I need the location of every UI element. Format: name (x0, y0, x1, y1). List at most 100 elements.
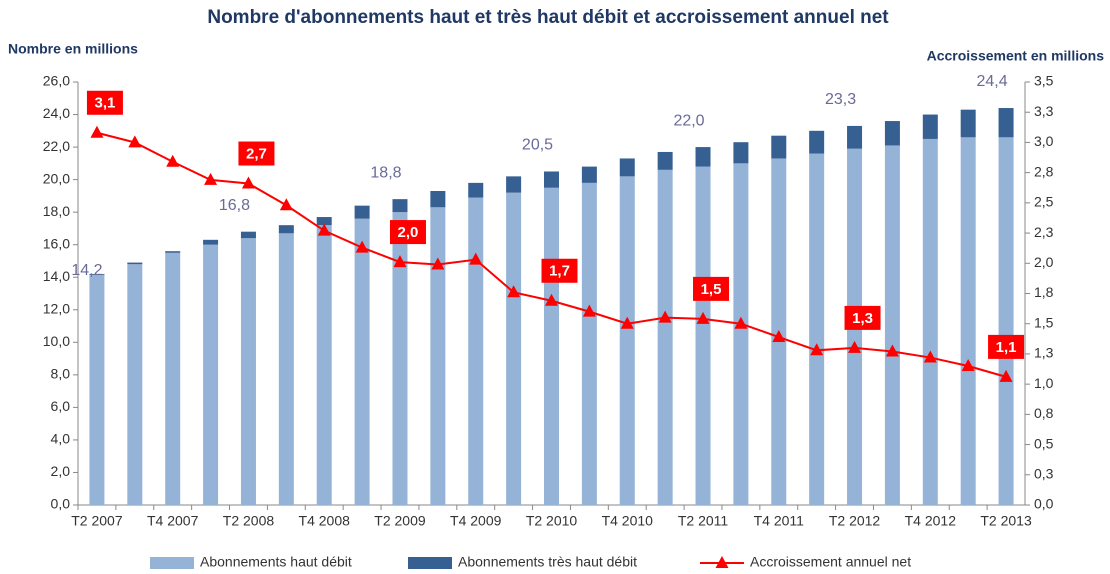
bar (733, 142, 749, 164)
value-label-box (988, 334, 1025, 359)
y-tick-label: 16,0 (43, 235, 70, 251)
bar (695, 147, 711, 167)
y-tick-label: 14,0 (43, 268, 70, 284)
bar (998, 137, 1014, 506)
line-marker (128, 135, 142, 148)
bar (354, 218, 370, 505)
bar (506, 176, 522, 193)
total-label: 18,8 (370, 164, 401, 181)
y2-tick-label: 0,3 (1034, 465, 1054, 481)
total-label: 14,2 (71, 262, 102, 279)
y2-tick-label: 0,5 (1034, 435, 1054, 451)
bar (960, 109, 976, 138)
bar (89, 274, 105, 505)
line-marker (166, 154, 180, 167)
chart-title: Nombre d'abonnements haut et très haut d… (207, 7, 889, 28)
y-axis-title: Nombre en millions (8, 41, 138, 57)
line-marker (317, 223, 331, 236)
line-marker (431, 257, 445, 270)
total-label: 22,0 (673, 112, 704, 129)
bar (316, 225, 332, 505)
x-tick-label: T2 2010 (526, 513, 578, 529)
y2-tick-label: 3,5 (1034, 73, 1054, 89)
y2-tick-label: 2,3 (1034, 224, 1054, 240)
y2-tick-label: 1,3 (1034, 345, 1054, 361)
bar (165, 252, 181, 505)
bar (998, 108, 1014, 138)
y-tick-label: 6,0 (51, 398, 71, 414)
line-marker (696, 311, 710, 324)
legend-label: Accroissement annuel net (750, 554, 911, 570)
x-tick-label: T2 2009 (374, 513, 426, 529)
y2-tick-label: 0,0 (1034, 496, 1054, 512)
legend-swatch (150, 557, 194, 569)
y-tick-label: 12,0 (43, 300, 70, 316)
value-label: 2,7 (246, 145, 267, 162)
value-label-box (693, 276, 730, 301)
y2-tick-label: 3,3 (1034, 103, 1054, 119)
bar (468, 182, 484, 198)
line-marker (620, 316, 634, 329)
value-label: 1,1 (996, 339, 1017, 356)
bar (544, 187, 559, 505)
y-tick-label: 2,0 (51, 463, 71, 479)
bar (430, 207, 446, 505)
x-tick-label: T2 2008 (223, 513, 275, 529)
bar (203, 239, 219, 245)
line-marker (90, 125, 104, 138)
bar (733, 163, 749, 505)
y-tick-label: 26,0 (43, 73, 70, 89)
line-marker (393, 255, 407, 268)
line-marker (885, 344, 899, 357)
bar (506, 192, 522, 505)
line-marker (810, 343, 824, 356)
bar (392, 212, 408, 505)
line-marker (961, 359, 975, 372)
x-tick-label: T2 2007 (71, 513, 123, 529)
bar (581, 182, 597, 505)
y2-tick-label: 0,8 (1034, 405, 1054, 421)
bar (468, 197, 484, 505)
line-marker (545, 293, 558, 306)
y-tick-label: 10,0 (43, 333, 70, 349)
x-tick-label: T4 2008 (299, 513, 351, 529)
y2-tick-label: 1,5 (1034, 314, 1054, 330)
value-label: 1,7 (549, 263, 570, 280)
x-tick-label: T4 2011 (754, 513, 805, 529)
bar (809, 153, 825, 506)
bar (619, 158, 635, 177)
x-tick-label: T2 2013 (980, 513, 1032, 529)
bar (922, 114, 938, 139)
value-label-box (541, 258, 578, 283)
y2-tick-label: 2,0 (1034, 254, 1054, 270)
bar (581, 166, 597, 183)
line-marker (204, 172, 218, 185)
line-marker (507, 285, 521, 298)
bar (922, 138, 938, 505)
total-label: 23,3 (825, 91, 856, 108)
line-marker (658, 310, 672, 323)
y2-tick-label: 2,5 (1034, 194, 1054, 210)
x-tick-label: T4 2010 (602, 513, 654, 529)
x-tick-label: T2 2011 (678, 513, 729, 529)
line-marker (848, 340, 862, 353)
bar (695, 166, 711, 505)
bar (657, 169, 673, 505)
line-marker (279, 198, 293, 211)
value-label: 1,5 (701, 281, 722, 298)
bar (657, 151, 673, 170)
bar (127, 262, 143, 265)
x-tick-label: T4 2007 (147, 513, 199, 529)
value-label: 3,1 (95, 95, 116, 112)
bar (884, 145, 900, 505)
bar (392, 199, 408, 213)
bar (544, 171, 559, 188)
bar (240, 238, 256, 505)
bar (809, 130, 825, 154)
legend-swatch (408, 557, 452, 569)
value-label: 2,0 (398, 224, 419, 241)
y2-axis-title: Accroissement en millions (927, 48, 1105, 64)
bar (316, 217, 332, 226)
y-tick-label: 8,0 (51, 366, 71, 382)
